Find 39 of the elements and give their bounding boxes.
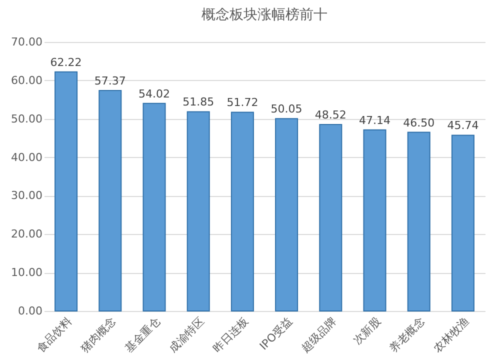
data-label: 47.14 (359, 114, 390, 127)
y-tick-label: 0.00 (18, 304, 42, 318)
y-tick-label: 50.00 (11, 112, 42, 126)
data-label: 54.02 (138, 87, 170, 100)
bar (275, 118, 298, 312)
x-tick-label: IPO受益 (257, 314, 296, 353)
y-tick-label: 10.00 (11, 266, 42, 280)
x-tick-label: 昨日连板 (210, 314, 251, 356)
x-tick-label: 农林牧渔 (431, 314, 472, 356)
x-tick-label: 养老概念 (387, 314, 428, 356)
y-tick-label: 60.00 (11, 74, 42, 87)
x-tick-label: 成渝特区 (166, 314, 207, 356)
y-tick-label: 70.00 (11, 36, 42, 48)
y-tick-label: 40.00 (11, 150, 42, 164)
data-label: 62.22 (50, 56, 82, 69)
x-tick-label: 超级品牌 (298, 314, 340, 356)
data-label: 45.74 (447, 119, 479, 132)
data-label: 50.05 (270, 102, 302, 116)
bar (451, 134, 474, 312)
bar (98, 90, 122, 312)
data-label: 57.37 (94, 74, 126, 88)
bar (319, 124, 342, 312)
bar (186, 111, 210, 312)
bar (142, 102, 166, 312)
x-tick-label: 食品饮料 (34, 314, 75, 356)
chart-title: 概念板块涨幅榜前十 (202, 7, 328, 23)
y-tick-label: 20.00 (11, 228, 42, 241)
y-tick-label: 30.00 (11, 189, 42, 202)
bar (407, 132, 430, 312)
bar (230, 112, 254, 312)
x-tick-label: 基金重仓 (122, 314, 163, 356)
x-tick-label: 猪肉概念 (78, 314, 119, 356)
data-label: 48.52 (314, 108, 346, 122)
data-label: 46.50 (403, 116, 435, 130)
data-label: 51.85 (182, 96, 214, 109)
bar (363, 129, 386, 312)
data-label: 51.72 (226, 96, 258, 110)
bar (54, 71, 78, 312)
x-tick-label: 次新股 (350, 314, 384, 348)
